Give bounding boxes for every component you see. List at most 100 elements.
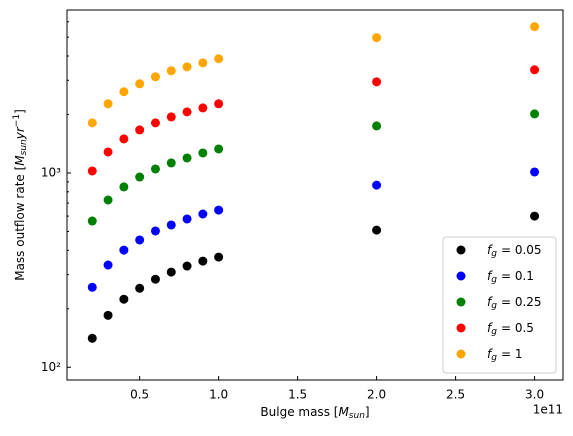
y-axis-label-part: Mass outflow rate [	[13, 166, 27, 281]
legend-label: fg = 0.25	[487, 295, 542, 311]
plot-frame	[66, 9, 564, 381]
legend-subscript: g	[491, 327, 497, 337]
x-tick-label: 2.5	[446, 388, 465, 402]
x-axis-label-part: Bulge mass [	[260, 405, 338, 419]
y-axis-label-part: sun	[19, 139, 29, 155]
legend-label: fg = 0.5	[487, 321, 534, 337]
point	[103, 310, 113, 320]
point	[530, 22, 540, 32]
legend-marker	[456, 323, 466, 333]
point	[372, 121, 382, 131]
point	[166, 267, 176, 277]
y-axis-label-part: M	[13, 155, 27, 166]
point	[150, 72, 160, 82]
point	[119, 294, 129, 304]
legend-subscript: g	[491, 275, 497, 285]
legend-symbol: f	[487, 321, 493, 335]
point	[135, 79, 145, 89]
point	[87, 282, 97, 292]
legend-subscript: g	[491, 353, 497, 363]
point	[182, 261, 192, 271]
y-axis-label-part: ]	[13, 109, 27, 114]
legend-marker	[456, 349, 466, 359]
point	[182, 153, 192, 163]
point	[198, 256, 208, 266]
legend-label: fg = 0.1	[487, 269, 534, 285]
point	[166, 66, 176, 76]
point	[182, 107, 192, 117]
legend-label: fg = 1	[487, 347, 522, 363]
x-tick-label: 1.0	[209, 388, 228, 402]
legend-name: = 0.25	[501, 295, 542, 309]
point	[103, 195, 113, 205]
point	[214, 144, 224, 154]
legend-symbol: f	[487, 243, 493, 257]
point	[135, 172, 145, 182]
point	[103, 99, 113, 109]
point	[135, 283, 145, 293]
point	[198, 58, 208, 68]
y-axis-label: Mass outflow rate [Msunyr−1]	[12, 109, 29, 281]
point	[150, 118, 160, 128]
x-tick-label: 3.0	[525, 388, 544, 402]
point	[119, 134, 129, 144]
point	[87, 166, 97, 176]
point	[372, 33, 382, 43]
point	[214, 252, 224, 262]
legend-name: = 0.5	[501, 321, 534, 335]
legend-symbol: f	[487, 295, 493, 309]
point	[166, 112, 176, 122]
point	[198, 103, 208, 113]
legend-marker	[456, 271, 466, 281]
y-tick-label: 10²	[41, 360, 61, 374]
x-axis-label-part: M	[338, 405, 349, 419]
legend-box	[442, 236, 557, 374]
legend-marker	[456, 245, 466, 255]
legend-name: = 0.1	[501, 269, 534, 283]
point	[530, 211, 540, 221]
point	[119, 87, 129, 97]
x-tick-label: 1.5	[288, 388, 307, 402]
point	[87, 333, 97, 343]
point	[530, 109, 540, 119]
point	[198, 148, 208, 158]
point	[119, 182, 129, 192]
legend-label: fg = 0.05	[487, 243, 542, 259]
legend-name: = 0.05	[501, 243, 542, 257]
y-axis-label-part: −1	[12, 114, 22, 127]
point	[87, 118, 97, 128]
point	[166, 158, 176, 168]
point	[372, 180, 382, 190]
x-offset-label: 1e11	[533, 403, 563, 417]
point	[166, 220, 176, 230]
legend-subscript: g	[491, 249, 497, 259]
point	[103, 260, 113, 270]
point	[150, 164, 160, 174]
legend-subscript: g	[491, 301, 497, 311]
point	[214, 99, 224, 109]
point	[135, 125, 145, 135]
point	[530, 167, 540, 177]
point	[150, 226, 160, 236]
x-axis-label-part: sun	[349, 411, 365, 421]
legend-name: = 1	[501, 347, 523, 361]
x-tick-label: 2.0	[367, 388, 386, 402]
x-axis-label-part: ]	[365, 405, 370, 419]
point	[135, 235, 145, 245]
point	[372, 77, 382, 87]
point	[119, 245, 129, 255]
point	[372, 225, 382, 235]
legend-symbol: f	[487, 269, 493, 283]
point	[214, 205, 224, 215]
legend-symbol: f	[487, 347, 493, 361]
y-axis-label-part: yr	[13, 126, 27, 140]
point	[530, 65, 540, 75]
point	[150, 274, 160, 284]
point	[198, 209, 208, 219]
x-axis-label: Bulge mass [Msun]	[260, 405, 369, 421]
y-tick-label: 10³	[41, 165, 61, 179]
point	[214, 54, 224, 64]
point	[87, 216, 97, 226]
legend-marker	[456, 297, 466, 307]
